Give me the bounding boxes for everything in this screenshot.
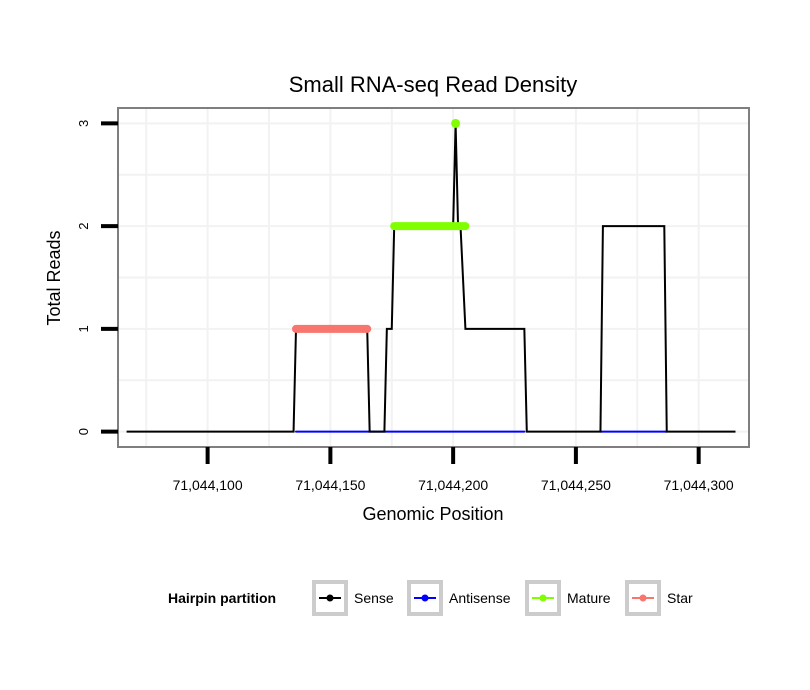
- legend-key-point: [421, 594, 429, 602]
- y-tick-label: 0: [76, 428, 91, 435]
- x-tick-label: 71,044,200: [418, 477, 488, 493]
- x-tick-label: 71,044,250: [541, 477, 611, 493]
- plot-border: [117, 107, 750, 448]
- legend-label-antisense: Antisense: [449, 590, 511, 606]
- x-tick-label: 71,044,300: [664, 477, 734, 493]
- x-axis-label: Genomic Position: [362, 504, 503, 524]
- y-tick-label: 2: [76, 223, 91, 230]
- x-tick-label: 71,044,100: [173, 477, 243, 493]
- chart-title: Small RNA-seq Read Density: [289, 72, 578, 97]
- legend-key-point: [639, 594, 647, 602]
- legend-title: Hairpin partition: [168, 590, 276, 606]
- legend-label-sense: Sense: [354, 590, 394, 606]
- legend-label-star: Star: [667, 590, 693, 606]
- legend-key-point: [539, 594, 547, 602]
- x-tick-label: 71,044,150: [295, 477, 365, 493]
- legend-label-mature: Mature: [567, 590, 611, 606]
- y-axis-label: Total Reads: [44, 230, 64, 325]
- legend-key-point: [326, 594, 334, 602]
- y-tick-label: 3: [76, 120, 91, 127]
- series-layer: [126, 118, 736, 433]
- series-mature-point: [451, 118, 461, 128]
- axes: 71,044,100 71,044,150 71,044,200 71,044,250…: [76, 120, 734, 493]
- legend: Hairpin partition Sense Antisense Mature Sta…: [168, 580, 693, 616]
- y-tick-label: 1: [76, 325, 91, 332]
